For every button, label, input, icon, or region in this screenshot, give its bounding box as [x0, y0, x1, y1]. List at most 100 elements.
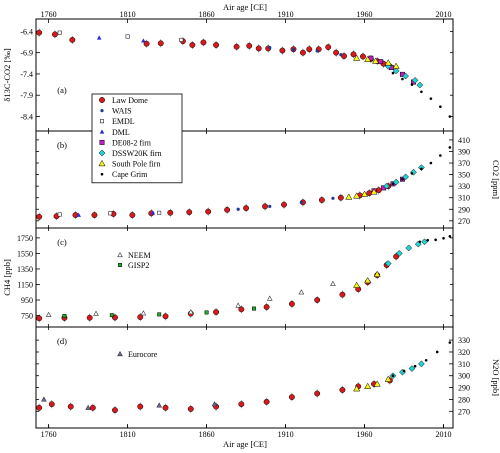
bottom-x-tick-label: 1960 [357, 430, 373, 439]
legend-label-dml: DML [112, 128, 130, 137]
panel-label: (c) [57, 237, 67, 247]
legend-label-south-pole-firn: South Pole firn [112, 160, 160, 169]
neem-point [45, 311, 52, 317]
law-dome-point [314, 297, 321, 303]
dssw20k-firn-point [402, 173, 409, 181]
y-tick-label: 290 [458, 384, 470, 393]
law-dome-point [36, 213, 43, 220]
legend-label-dssw20k-firn: DSSW20K firn [112, 149, 162, 158]
dml-point [96, 35, 102, 40]
law-dome-point [224, 206, 231, 213]
law-dome-point [86, 314, 93, 321]
wais-point [331, 196, 335, 200]
law-dome-point [67, 403, 74, 410]
wais-point [315, 49, 319, 53]
dml-point [76, 212, 81, 217]
wais-point [299, 200, 303, 204]
emdl-point [57, 30, 62, 35]
dml-point [150, 210, 156, 215]
y-tick-label: 950 [21, 296, 33, 305]
law-dome-point [255, 45, 262, 52]
y-tick-label: 1350 [17, 265, 33, 274]
law-dome-point [366, 190, 373, 197]
law-dome-point [238, 401, 245, 408]
neem-point [93, 310, 99, 316]
cape-grim-point [424, 358, 428, 362]
legend-marker-gisp2 [118, 263, 122, 267]
dssw20k-firn-point [392, 178, 400, 186]
dssw20k-firn-point [405, 244, 413, 252]
y-tick-label: 410 [458, 136, 470, 145]
law-dome-point [112, 407, 118, 414]
law-dome-point [318, 197, 325, 203]
y-tick-label: 390 [458, 147, 470, 156]
law-dome-point [288, 394, 295, 401]
south-pole-firn-point [373, 270, 381, 277]
law-dome-point [333, 49, 340, 56]
y-tick-label: 310 [458, 360, 470, 369]
cape-grim-point [401, 177, 404, 181]
cape-grim-point [420, 167, 423, 171]
law-dome-point [36, 315, 43, 322]
top-x-tick-label: 1960 [357, 10, 373, 19]
eurocore-point [41, 396, 47, 402]
law-dome-point [162, 404, 169, 411]
panel-label: (a) [57, 85, 67, 95]
gisp2-point [109, 313, 114, 318]
cape-grim-point [434, 238, 437, 242]
legend-marker-emdl [100, 119, 104, 124]
law-dome-point [263, 304, 270, 310]
gisp2-point [204, 310, 209, 315]
top-x-tick-label: 2010 [436, 10, 452, 19]
law-dome-point [137, 314, 144, 321]
panel-label: (b) [57, 140, 67, 150]
cape-grim-point [391, 374, 395, 378]
gisp2-point [252, 306, 256, 311]
law-dome-point [36, 404, 43, 411]
south-pole-firn-point [364, 55, 372, 63]
cape-grim-point [435, 350, 439, 354]
top-x-tick-label: 1760 [41, 10, 57, 19]
law-dome-point [262, 203, 268, 210]
law-dome-point [350, 51, 357, 58]
legend-marker-de08-2-firn [99, 139, 105, 145]
south-pole-firn-point [353, 385, 361, 392]
bottom-x-tick-label: 1760 [41, 430, 57, 439]
cape-grim-point [420, 90, 423, 94]
emdl-point [108, 211, 113, 216]
law-dome-point [129, 212, 136, 219]
cape-grim-point [448, 341, 452, 344]
dssw20k-firn-point [418, 360, 425, 368]
neem-point [266, 295, 273, 301]
y-axis-label: CO2 [ppm] [491, 160, 500, 199]
top-axis-label: Air age [CE] [223, 2, 267, 12]
eurocore-point [211, 401, 218, 407]
y-tick-label: 1750 [17, 234, 33, 243]
y-tick-label: 280 [458, 395, 470, 404]
dssw20k-firn-point [392, 67, 400, 75]
law-dome-point [157, 40, 164, 47]
cape-grim-point [410, 83, 414, 86]
cape-grim-point [442, 236, 445, 240]
law-dome-point [243, 205, 250, 212]
south-pole-firn-point [345, 193, 353, 200]
cape-grim-point [448, 146, 452, 149]
legend-label-emdl: EMDL [112, 117, 135, 126]
dssw20k-firn-point [395, 250, 403, 257]
y-tick-label: -6.9 [20, 49, 33, 58]
legend-marker-wais [100, 109, 104, 113]
south-pole-firn-point [384, 59, 392, 66]
law-dome-point [246, 42, 253, 49]
legend-marker-dml [99, 129, 105, 134]
law-dome-point [337, 194, 344, 201]
cape-grim-point [448, 235, 452, 238]
y-tick-label: -7.9 [20, 91, 33, 100]
gisp2-point [157, 312, 162, 317]
panel-label: (d) [57, 336, 67, 346]
law-dome-point [137, 403, 144, 410]
law-dome-point [339, 291, 346, 298]
law-dome-point [48, 401, 55, 408]
emdl-point [57, 212, 62, 217]
law-dome-point [233, 43, 240, 50]
